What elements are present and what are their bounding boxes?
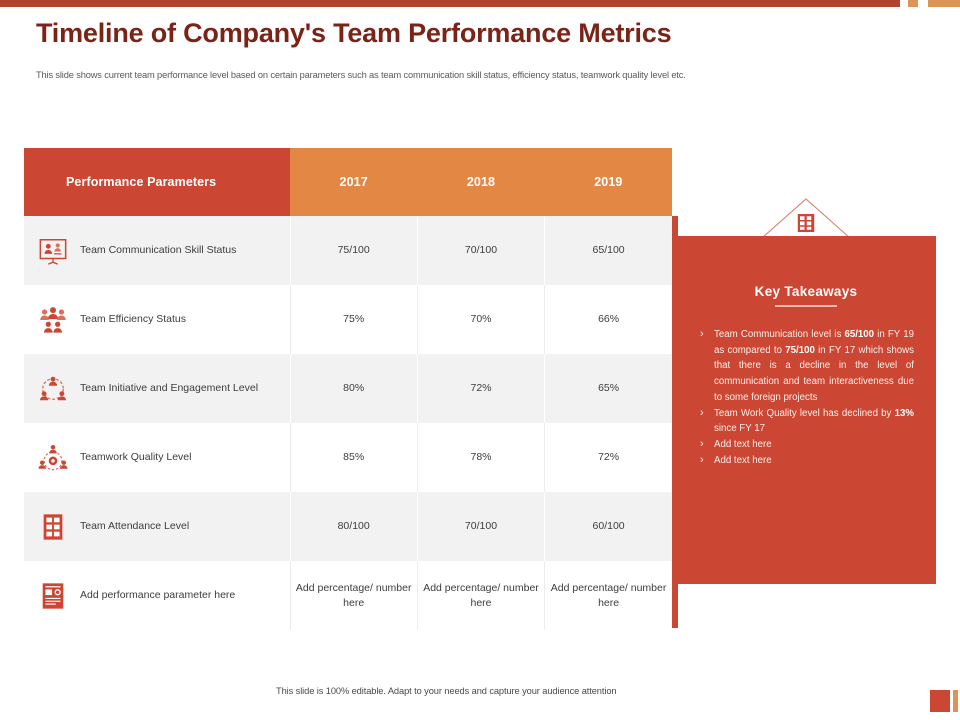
corner-strip-decoration bbox=[953, 690, 958, 712]
key-takeaway-item: Team Work Quality level has declined by … bbox=[698, 405, 914, 437]
key-takeaways-panel: Key Takeaways Team Communication level i… bbox=[676, 236, 936, 584]
table-cell-value: Add percentage/ number here bbox=[416, 561, 545, 630]
table-cell-value: 78% bbox=[416, 423, 545, 492]
top-stripe-accent-2 bbox=[928, 0, 960, 7]
key-takeaways-title: Key Takeaways bbox=[754, 284, 858, 299]
table-cell-value: Add percentage/ number here bbox=[289, 561, 418, 630]
team-network-icon bbox=[38, 374, 68, 404]
table-cell-value: 65/100 bbox=[544, 216, 672, 285]
parameter-label: Team Attendance Level bbox=[80, 519, 190, 532]
attendance-checklist-icon bbox=[38, 512, 68, 542]
teamwork-target-icon bbox=[38, 443, 68, 473]
house-outline-icon bbox=[761, 198, 851, 239]
table-cell-value: 70/100 bbox=[416, 216, 545, 285]
table-cell-value: 75% bbox=[289, 285, 418, 354]
footer-note: This slide is 100% editable. Adapt to yo… bbox=[276, 686, 617, 696]
table-cell-value: 80/100 bbox=[289, 492, 418, 561]
parameter-label: Add performance parameter here bbox=[80, 588, 236, 601]
table-row: Team Attendance Level 80/100 70/100 60/100 bbox=[24, 492, 672, 561]
col-header-2018: 2018 bbox=[417, 148, 545, 216]
key-takeaway-item: Team Communication level is 65/100 in FY… bbox=[698, 326, 914, 406]
marker-attendance-icon bbox=[797, 213, 815, 233]
key-takeaway-item: Add text here bbox=[698, 452, 914, 469]
table-cell-parameter: Team Communication Skill Status bbox=[24, 216, 290, 285]
page-subtitle: This slide shows current team performanc… bbox=[36, 70, 686, 80]
top-stripe-gap-2 bbox=[918, 0, 928, 7]
table-header-row: Performance Parameters 2017 2018 2019 bbox=[24, 148, 672, 216]
top-stripe-gap-1 bbox=[900, 0, 908, 7]
table-cell-parameter: Teamwork Quality Level bbox=[24, 423, 290, 492]
table-row: Teamwork Quality Level 85% 78% 72% bbox=[24, 423, 672, 492]
table-cell-parameter: Team Initiative and Engagement Level bbox=[24, 354, 290, 423]
performance-table-wrapper: Performance Parameters 2017 2018 2019 Te… bbox=[24, 148, 672, 630]
table-cell-value: 80% bbox=[289, 354, 418, 423]
top-stripe bbox=[0, 0, 960, 7]
table-cell-value: 72% bbox=[416, 354, 545, 423]
page-title: Timeline of Company's Team Performance M… bbox=[36, 18, 672, 48]
table-cell-value: 60/100 bbox=[544, 492, 672, 561]
col-header-2017: 2017 bbox=[290, 148, 418, 216]
table-cell-parameter: Team Efficiency Status bbox=[24, 285, 290, 354]
presentation-communication-icon bbox=[38, 236, 68, 266]
table-cell-value: 65% bbox=[544, 354, 672, 423]
performance-table: Performance Parameters 2017 2018 2019 Te… bbox=[24, 148, 672, 630]
parameter-label: Team Efficiency Status bbox=[80, 312, 187, 325]
table-cell-value: 70/100 bbox=[416, 492, 545, 561]
top-stripe-accent-1 bbox=[908, 0, 918, 7]
table-header: Performance Parameters 2017 2018 2019 bbox=[24, 148, 672, 216]
table-cell-value: 70% bbox=[416, 285, 545, 354]
key-takeaways-underline bbox=[775, 305, 837, 307]
parameter-label: Teamwork Quality Level bbox=[80, 450, 192, 463]
table-row: Add performance parameter here Add percen… bbox=[24, 561, 672, 630]
col-header-parameters: Performance Parameters bbox=[24, 148, 290, 216]
table-row: Team Initiative and Engagement Level 80% 7… bbox=[24, 354, 672, 423]
corner-square-decoration bbox=[930, 690, 950, 712]
parameter-label: Team Initiative and Engagement Level bbox=[80, 381, 259, 394]
key-takeaways-marker bbox=[756, 196, 856, 240]
table-body: Team Communication Skill Status 75/100 70/… bbox=[24, 216, 672, 630]
report-document-icon bbox=[38, 581, 68, 611]
table-cell-value: 72% bbox=[544, 423, 672, 492]
table-cell-parameter: Team Attendance Level bbox=[24, 492, 290, 561]
key-takeaways-list: Team Communication level is 65/100 in FY… bbox=[698, 326, 914, 469]
table-cell-value: 75/100 bbox=[289, 216, 418, 285]
key-takeaway-item: Add text here bbox=[698, 436, 914, 453]
table-cell-value: Add percentage/ number here bbox=[544, 561, 672, 630]
team-group-icon bbox=[38, 305, 68, 335]
table-cell-parameter: Add performance parameter here bbox=[24, 561, 290, 630]
col-header-2019: 2019 bbox=[544, 148, 672, 216]
table-right-accent-bar bbox=[671, 216, 678, 628]
table-row: Team Communication Skill Status 75/100 70/… bbox=[24, 216, 672, 285]
parameter-label: Team Communication Skill Status bbox=[80, 243, 237, 256]
table-cell-value: 66% bbox=[544, 285, 672, 354]
table-row: Team Efficiency Status 75% 70% 66% bbox=[24, 285, 672, 354]
table-cell-value: 85% bbox=[289, 423, 418, 492]
